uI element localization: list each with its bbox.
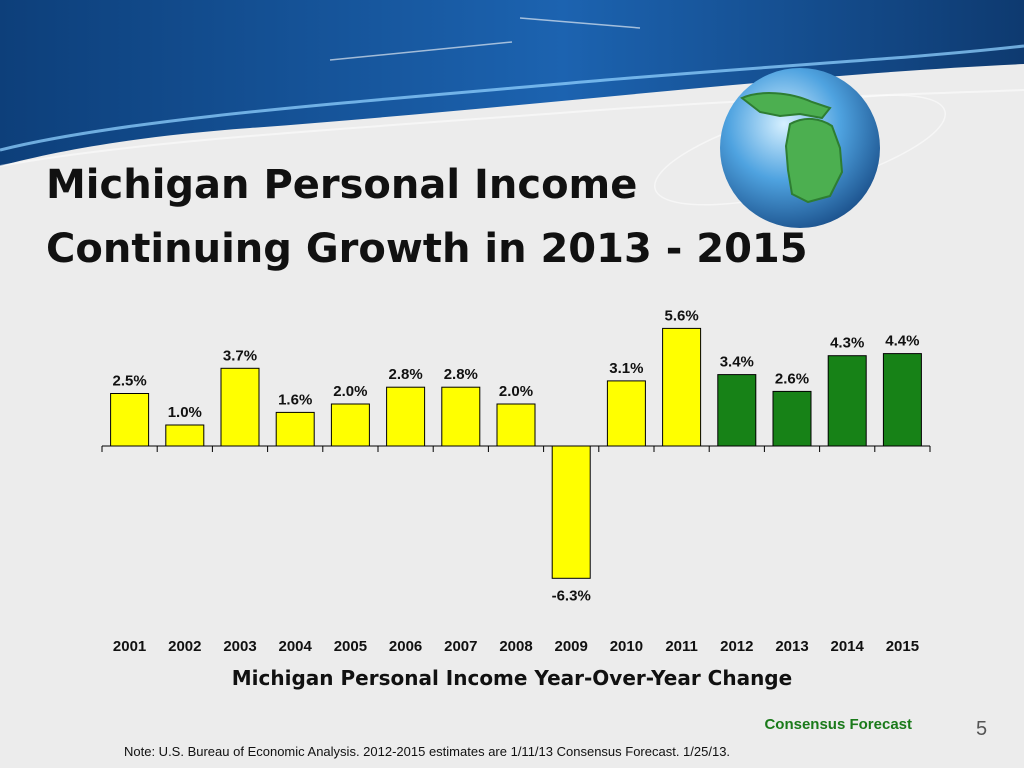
- consensus-forecast-label: Consensus Forecast: [764, 716, 912, 733]
- bar-2007: [441, 386, 481, 447]
- bar-2008: [496, 403, 536, 447]
- data-label-2001: 2.5%: [112, 373, 146, 390]
- x-tick-label-2013: 2013: [775, 638, 808, 655]
- x-tick-label-2001: 2001: [113, 638, 146, 655]
- data-label-2010: 3.1%: [609, 360, 643, 377]
- bar-2005: [330, 403, 370, 447]
- data-label-2009: -6.3%: [552, 587, 591, 604]
- data-label-2002: 1.0%: [168, 404, 202, 421]
- bar-2013: [772, 390, 812, 447]
- data-label-2008: 2.0%: [499, 383, 533, 400]
- x-tick-label-2015: 2015: [886, 638, 919, 655]
- x-tick-label-2004: 2004: [279, 638, 313, 655]
- header-banner: [0, 0, 1024, 228]
- bar-2014: [827, 355, 867, 447]
- x-tick-label-2003: 2003: [223, 638, 256, 655]
- page-number: 5: [976, 718, 988, 740]
- bar-2004: [275, 411, 315, 447]
- data-label-2012: 3.4%: [720, 354, 754, 371]
- bar-2010: [606, 380, 646, 447]
- bar-2015: [882, 353, 922, 447]
- data-label-2013: 2.6%: [775, 370, 809, 387]
- bar-2011: [662, 327, 702, 447]
- slide-title-line-1: Michigan Personal Income: [46, 162, 638, 208]
- data-label-2011: 5.6%: [664, 307, 698, 324]
- bar-2006: [386, 386, 426, 447]
- x-tick-label-2011: 2011: [665, 638, 698, 655]
- bar-2012: [717, 374, 757, 447]
- x-tick-label-2007: 2007: [444, 638, 477, 655]
- x-tick-label-2006: 2006: [389, 638, 422, 655]
- data-label-2015: 4.4%: [885, 333, 919, 350]
- x-tick-label-2009: 2009: [555, 638, 588, 655]
- data-label-2004: 1.6%: [278, 391, 312, 408]
- bar-2003: [220, 367, 260, 447]
- data-label-2014: 4.3%: [830, 335, 864, 352]
- income-bar-chart: 2.5% 2001 1.0% 2002 3.7% 2003 1.6% 2004 2.0% 2005…: [101, 307, 931, 655]
- x-tick-label-2008: 2008: [499, 638, 532, 655]
- bar-2001: [110, 393, 150, 447]
- bar-2002: [165, 424, 205, 447]
- data-label-2007: 2.8%: [444, 366, 478, 383]
- data-label-2003: 3.7%: [223, 347, 257, 364]
- bar-2009: [551, 445, 591, 579]
- data-label-2005: 2.0%: [333, 383, 367, 400]
- x-tick-label-2005: 2005: [334, 638, 367, 655]
- x-tick-label-2002: 2002: [168, 638, 201, 655]
- chart-caption: Michigan Personal Income Year-Over-Year …: [231, 666, 793, 690]
- source-note: Note: U.S. Bureau of Economic Analysis. …: [124, 744, 731, 759]
- x-tick-label-2012: 2012: [720, 638, 753, 655]
- data-label-2006: 2.8%: [388, 366, 422, 383]
- x-tick-label-2010: 2010: [610, 638, 643, 655]
- michigan-globe-logo: [653, 68, 947, 228]
- x-tick-label-2014: 2014: [831, 638, 865, 655]
- slide-title-line-2: Continuing Growth in 2013 - 2015: [46, 226, 808, 272]
